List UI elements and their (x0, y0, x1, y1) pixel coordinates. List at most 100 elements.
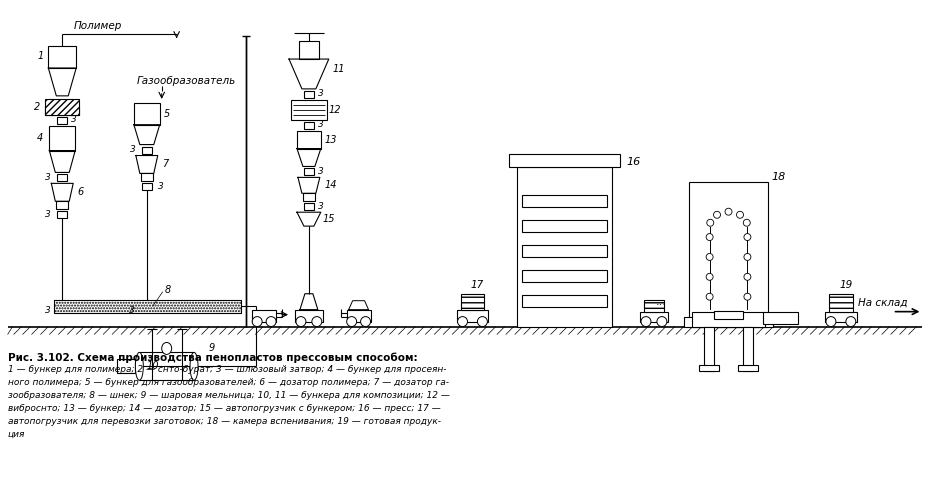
Text: виброснто; 13 — бункер; 14 — дозатор; 15 — автопогрузчик с бункером; 16 — пресс;: виброснто; 13 — бункер; 14 — дозатор; 15… (7, 404, 440, 413)
Bar (297, 131, 321, 148)
Text: ...: ... (655, 297, 666, 307)
Bar (644, 299, 664, 312)
Bar (699, 365, 719, 371)
Text: 18: 18 (771, 172, 786, 182)
Bar (57, 211, 67, 218)
Circle shape (361, 317, 371, 327)
Circle shape (706, 253, 713, 260)
Circle shape (744, 253, 751, 260)
Bar (522, 270, 607, 282)
Text: 3: 3 (158, 182, 164, 191)
Text: 4: 4 (37, 133, 44, 143)
Text: Рис. 3.102. Схема производства пенопластов прессовым способом:: Рис. 3.102. Схема производства пенопласт… (7, 352, 418, 363)
Circle shape (641, 317, 651, 327)
Text: 3: 3 (318, 120, 323, 129)
Bar (56, 201, 68, 209)
Circle shape (253, 317, 262, 327)
Bar (141, 173, 153, 181)
Circle shape (744, 234, 751, 241)
Bar (291, 100, 327, 120)
Circle shape (657, 317, 667, 327)
Text: 3: 3 (46, 210, 51, 219)
Bar (517, 167, 611, 327)
Bar (457, 310, 488, 322)
Text: На склад: На склад (857, 297, 907, 308)
Bar (704, 327, 714, 371)
Bar (738, 365, 759, 371)
Bar (253, 310, 276, 322)
Bar (825, 312, 857, 322)
Bar (140, 352, 194, 380)
Circle shape (725, 208, 732, 215)
Bar (46, 107, 79, 115)
Text: 3: 3 (72, 115, 77, 124)
Circle shape (458, 317, 468, 327)
Text: Газообразователь: Газообразователь (137, 76, 236, 86)
Text: 6: 6 (77, 187, 83, 198)
Bar (48, 46, 76, 68)
Text: 9: 9 (209, 344, 215, 353)
Bar (763, 312, 798, 324)
Bar (142, 183, 152, 190)
Text: 3: 3 (318, 202, 323, 211)
Bar (134, 103, 159, 125)
Bar (117, 359, 135, 373)
Bar (304, 91, 314, 98)
Bar (304, 168, 314, 175)
Text: 3: 3 (318, 90, 323, 99)
Text: 7: 7 (162, 159, 169, 169)
Text: 1: 1 (37, 51, 44, 61)
Bar (522, 295, 607, 307)
Bar (714, 311, 744, 319)
Text: 3: 3 (45, 306, 50, 315)
Bar (689, 182, 768, 327)
Circle shape (744, 219, 750, 226)
Text: ция: ция (7, 430, 25, 439)
Bar (142, 147, 152, 153)
Bar (684, 317, 774, 327)
Bar (295, 310, 322, 322)
Bar (57, 174, 67, 181)
Circle shape (706, 273, 713, 280)
Circle shape (846, 317, 856, 327)
Circle shape (714, 211, 720, 218)
Text: 14: 14 (324, 180, 337, 191)
Text: 1 — бункер для полимера; 2 — снто-бурат; 3 — шлюзовый затвор; 4 — бункер для про: 1 — бункер для полимера; 2 — снто-бурат;… (7, 365, 446, 374)
Text: ного полимера; 5 — бункер для газообразователей; 6 — дозатор полимера; 7 — дозат: ного полимера; 5 — бункер для газообразо… (7, 378, 448, 387)
Text: 11: 11 (333, 64, 345, 74)
Text: 13: 13 (324, 135, 337, 145)
Text: 16: 16 (627, 157, 641, 167)
Bar (829, 294, 853, 312)
Bar (460, 294, 485, 310)
Ellipse shape (162, 343, 171, 354)
Bar (347, 310, 371, 322)
Text: 19: 19 (839, 280, 853, 290)
Bar (299, 41, 319, 59)
Text: автопогрузчик для перевозки заготовок; 18 — камера вспенивания; 19 — готовая про: автопогрузчик для перевозки заготовок; 1… (7, 417, 441, 426)
Text: 3: 3 (130, 145, 136, 154)
Text: зообразователя; 8 — шнек; 9 — шаровая мельница; 10, 11 — бункера для композиции;: зообразователя; 8 — шнек; 9 — шаровая ме… (7, 391, 449, 400)
Text: 2: 2 (34, 102, 41, 112)
Text: 17: 17 (471, 280, 484, 290)
Circle shape (477, 317, 487, 327)
Text: 8: 8 (165, 285, 171, 295)
Bar (522, 196, 607, 207)
Bar (509, 153, 620, 167)
Circle shape (744, 273, 751, 280)
Bar (522, 245, 607, 257)
Circle shape (267, 317, 276, 327)
Text: 5: 5 (163, 109, 170, 119)
Bar (304, 122, 314, 129)
Circle shape (826, 317, 836, 327)
Circle shape (347, 317, 357, 327)
Bar (303, 194, 315, 201)
Bar (744, 327, 753, 371)
Circle shape (706, 293, 713, 300)
Text: 15: 15 (322, 214, 335, 224)
Bar (49, 126, 75, 150)
Circle shape (744, 293, 751, 300)
Circle shape (706, 234, 713, 241)
Text: 12: 12 (328, 105, 341, 115)
Text: Полимер: Полимер (75, 21, 123, 31)
Bar (304, 203, 314, 210)
